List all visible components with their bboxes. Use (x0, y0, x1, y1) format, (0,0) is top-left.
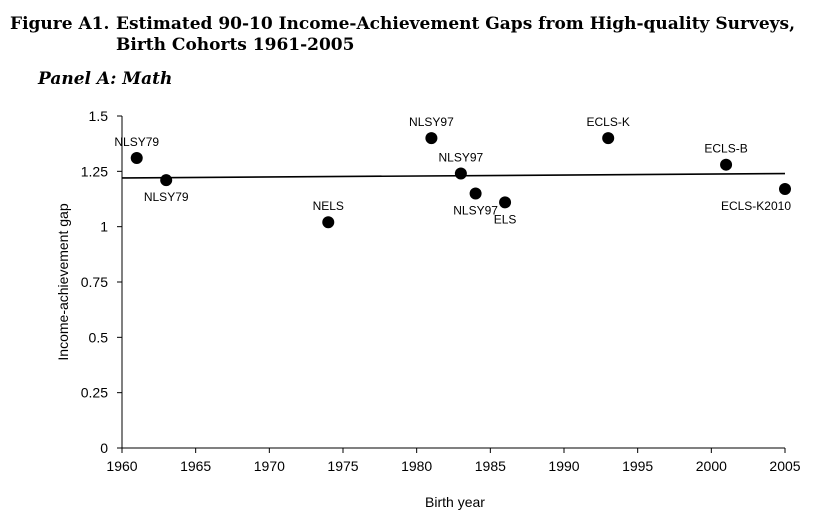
panel-title: Panel A: Math (38, 69, 173, 89)
x-tick-label: 1975 (327, 458, 358, 474)
point-label: NELS (313, 199, 344, 213)
data-point (499, 196, 512, 209)
data-point (720, 158, 733, 171)
x-tick-label: 1965 (180, 458, 211, 474)
x-tick-label: 2005 (769, 458, 800, 474)
y-tick-label: 1.25 (81, 163, 108, 179)
y-tick-label: 0.5 (89, 329, 109, 345)
data-point (425, 132, 438, 145)
data-point (322, 216, 335, 229)
axes: 0 0.25 0.5 0.75 1 1.25 1.5 1960 1965 1970 1975 1980… (81, 108, 801, 474)
trendline (121, 172, 786, 179)
x-axis-label: Birth year (425, 494, 485, 510)
y-tick-label: 0 (100, 440, 108, 456)
data-point (779, 183, 791, 196)
trendline-group (121, 172, 786, 179)
data-point (130, 152, 143, 165)
x-tick-label: 1980 (401, 458, 432, 474)
point-label: ECLS-K (587, 115, 630, 129)
data-point (469, 187, 482, 200)
point-label: NLSY97 (453, 203, 498, 217)
figure-label: Figure A1. (10, 14, 110, 34)
x-tick-label: 1960 (106, 458, 137, 474)
data-point (454, 167, 467, 180)
point-label: NLSY97 (439, 151, 484, 165)
x-tick-label: 1990 (548, 458, 579, 474)
data-point (602, 132, 615, 145)
point-label: NLSY97 (409, 115, 454, 129)
x-tick-label: 1985 (475, 458, 506, 474)
y-axis-label: Income-achievement gap (55, 203, 71, 360)
point-label: NLSY79 (114, 135, 159, 149)
data-points (130, 132, 791, 229)
x-tick-label: 1970 (254, 458, 285, 474)
point-labels: NLSY79NLSY79NELSNLSY97NLSY97NLSY97ELSECL… (114, 115, 791, 226)
point-label: ECLS-K2010 (721, 199, 791, 213)
x-tick-label: 1995 (622, 458, 653, 474)
point-label: ECLS-B (704, 142, 747, 156)
figure-title-text: Estimated 90-10 Income-Achievement Gaps … (116, 14, 795, 55)
x-tick-label: 2000 (696, 458, 727, 474)
y-tick-label: 1.5 (89, 108, 109, 124)
point-label: NLSY79 (144, 190, 189, 204)
figure-title: Figure A1. Estimated 90-10 Income-Achiev… (10, 14, 796, 56)
point-label: ELS (494, 212, 517, 226)
y-tick-label: 0.75 (81, 274, 108, 290)
y-tick-label: 1 (100, 219, 108, 235)
y-tick-label: 0.25 (81, 385, 108, 401)
data-point (160, 174, 173, 187)
